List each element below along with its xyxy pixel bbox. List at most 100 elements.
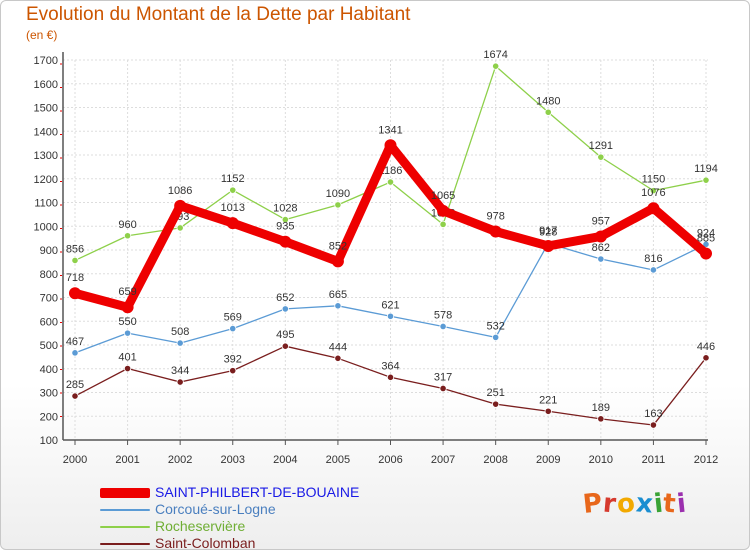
data-point: [386, 178, 395, 186]
data-label: 467: [66, 336, 84, 348]
data-point: [281, 216, 289, 224]
legend-item: Corcoué-sur-Logne: [100, 501, 420, 518]
data-label: 1028: [273, 203, 297, 215]
data-label: 1194: [694, 163, 718, 175]
data-label: 344: [171, 365, 189, 377]
y-tick-label: 100: [40, 435, 58, 447]
x-tick-label: 2006: [378, 454, 402, 466]
y-tick-label: 1700: [34, 55, 58, 67]
data-label: 718: [66, 272, 84, 284]
logo-letter: x: [634, 488, 655, 520]
chart-title: Evolution du Montant de la Dette par Hab…: [26, 4, 411, 25]
x-tick-label: 2009: [536, 454, 560, 466]
legend-item: SAINT-PHILBERT-DE-BOUAINE: [100, 484, 420, 501]
data-point: [492, 333, 500, 341]
data-point: [229, 325, 237, 333]
data-point: [334, 302, 342, 310]
data-point: [702, 354, 710, 362]
data-point: [331, 255, 344, 268]
data-label: 251: [486, 387, 504, 399]
data-label: 917: [539, 225, 557, 237]
data-label: 1013: [221, 202, 245, 214]
x-tick-label: 2001: [115, 454, 139, 466]
data-point: [702, 240, 710, 248]
data-point: [439, 384, 447, 393]
legend-swatch: [100, 542, 150, 545]
data-point: [226, 217, 239, 230]
data-point: [71, 256, 79, 265]
data-point: [123, 329, 132, 337]
data-point: [334, 201, 342, 209]
data-label: 885: [697, 233, 715, 245]
data-label: 285: [66, 379, 84, 391]
data-point: [384, 139, 397, 152]
data-point: [386, 373, 395, 381]
data-point: [279, 235, 292, 248]
data-label: 1480: [536, 95, 560, 107]
data-point: [229, 367, 237, 375]
x-tick-label: 2007: [431, 454, 455, 466]
data-label: 1086: [168, 185, 192, 197]
data-label: 1341: [378, 124, 402, 136]
x-tick-label: 2000: [63, 454, 87, 466]
data-point: [281, 342, 289, 350]
data-label: 665: [329, 289, 347, 301]
data-label: 446: [697, 341, 715, 353]
data-point: [439, 322, 447, 331]
data-label: 578: [434, 309, 452, 321]
data-label: 1065: [431, 190, 455, 202]
data-point: [437, 204, 450, 217]
y-tick-label: 900: [40, 245, 58, 257]
x-tick-label: 2004: [273, 454, 297, 466]
data-point: [492, 62, 500, 70]
y-tick-label: 500: [40, 340, 58, 352]
legend-item: Saint-Colomban: [100, 535, 420, 552]
legend-swatch: [100, 525, 150, 528]
x-tick-label: 2003: [221, 454, 245, 466]
x-tick-label: 2008: [483, 454, 507, 466]
data-point: [123, 232, 132, 240]
data-label: 1291: [589, 140, 613, 152]
data-label: 1674: [483, 49, 507, 61]
y-tick-label: 200: [40, 411, 58, 423]
legend-label: SAINT-PHILBERT-DE-BOUAINE: [155, 484, 360, 500]
x-tick-label: 2012: [694, 454, 718, 466]
data-label: 1152: [221, 173, 245, 185]
y-tick-label: 1500: [34, 103, 58, 115]
data-point: [489, 225, 502, 238]
data-label: 550: [118, 316, 136, 328]
y-tick-label: 600: [40, 316, 58, 328]
data-label: 659: [118, 286, 136, 298]
data-point: [702, 176, 710, 184]
logo-letter: i: [675, 488, 689, 520]
y-tick-label: 1100: [34, 198, 58, 210]
data-point: [594, 230, 607, 243]
data-point: [649, 421, 658, 429]
data-point: [386, 312, 395, 320]
data-point: [123, 364, 132, 373]
data-label: 508: [171, 326, 189, 338]
data-point: [176, 378, 184, 386]
data-label: 652: [276, 292, 294, 304]
data-label: 189: [592, 402, 610, 414]
proxiti-logo: Proxiti: [581, 488, 689, 520]
data-point: [492, 400, 500, 408]
y-tick-label: 1200: [34, 174, 58, 186]
y-tick-label: 800: [40, 269, 58, 281]
x-tick-label: 2002: [168, 454, 192, 466]
data-point: [121, 301, 134, 314]
data-point: [647, 202, 660, 215]
data-point: [71, 392, 79, 400]
data-point: [71, 349, 79, 357]
data-point: [439, 220, 447, 228]
data-label: 957: [592, 215, 610, 227]
legend-swatch: [100, 508, 150, 511]
legend-label: Rocheservière: [155, 518, 246, 534]
data-label: 495: [276, 329, 294, 341]
data-point: [544, 407, 552, 415]
data-label: 1150: [642, 174, 666, 186]
data-label: 924: [697, 227, 715, 239]
x-tick-label: 2010: [589, 454, 613, 466]
x-tick-label: 2011: [642, 454, 666, 466]
